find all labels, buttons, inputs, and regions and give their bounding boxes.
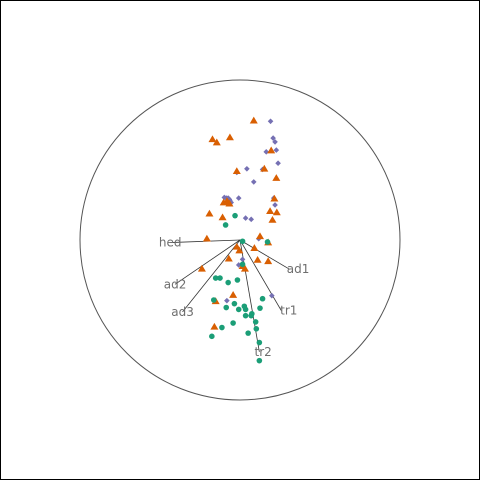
vector-label-hed: hed xyxy=(159,236,182,250)
vector-label-tr1: tr1 xyxy=(280,304,297,318)
point-orange-triangle-29 xyxy=(229,291,238,298)
vector-label-tr2: tr2 xyxy=(255,345,272,359)
point-orange-triangle-6 xyxy=(272,174,281,181)
point-green-circle-10 xyxy=(223,304,230,311)
vector-line-ad1 xyxy=(239,239,290,270)
point-orange-triangle-3 xyxy=(212,138,221,146)
point-green-circle-22 xyxy=(253,326,260,332)
point-orange-triangle-12 xyxy=(270,194,279,202)
point-green-circle-4 xyxy=(239,261,246,268)
point-orange-triangle-17 xyxy=(268,216,277,223)
point-orange-triangle-18 xyxy=(202,234,211,242)
point-green-circle-8 xyxy=(234,277,241,283)
point-green-circle-9 xyxy=(210,297,217,303)
point-green-circle-2 xyxy=(222,222,229,228)
point-green-circle-14 xyxy=(241,303,248,310)
point-green-circle-5 xyxy=(212,275,219,281)
point-green-circle-23 xyxy=(219,324,225,331)
point-orange-triangle-28 xyxy=(197,264,206,272)
point-green-circle-18 xyxy=(242,312,249,319)
point-green-circle-3 xyxy=(264,239,271,245)
point-purple-diamond-0 xyxy=(267,118,274,125)
point-purple-diamond-6 xyxy=(244,166,250,172)
point-orange-triangle-0 xyxy=(249,116,258,124)
point-green-circle-11 xyxy=(231,300,238,307)
point-orange-triangle-11 xyxy=(225,199,234,207)
point-purple-diamond-4 xyxy=(275,160,281,166)
point-green-circle-1 xyxy=(232,212,238,219)
vector-line-tr1 xyxy=(239,239,282,311)
point-purple-diamond-22 xyxy=(239,256,246,263)
point-green-circle-25 xyxy=(209,333,215,340)
vector-label-ad2: ad2 xyxy=(164,277,187,291)
point-orange-triangle-16 xyxy=(218,213,227,221)
point-purple-diamond-5 xyxy=(263,149,270,155)
point-orange-triangle-10 xyxy=(219,198,228,206)
data-points xyxy=(197,116,281,364)
point-green-circle-0 xyxy=(239,238,246,245)
vector-label-ad1: ad1 xyxy=(287,262,310,276)
correlation-circle xyxy=(79,79,401,401)
point-orange-triangle-4 xyxy=(267,146,276,154)
point-orange-triangle-2 xyxy=(208,135,217,143)
point-purple-diamond-8 xyxy=(250,179,257,185)
point-green-circle-19 xyxy=(249,310,255,317)
point-purple-diamond-25 xyxy=(269,292,275,299)
point-green-circle-21 xyxy=(230,320,236,326)
point-purple-diamond-16 xyxy=(235,195,242,201)
vector-labels: hed ad1 ad2 ad3 tr1 tr2 xyxy=(159,236,309,359)
point-green-circle-15 xyxy=(259,295,266,302)
point-orange-triangle-32 xyxy=(235,246,244,254)
point-orange-triangle-1 xyxy=(225,133,234,141)
point-orange-triangle-23 xyxy=(224,254,233,262)
point-green-circle-20 xyxy=(252,319,259,325)
point-purple-diamond-18 xyxy=(248,216,254,223)
point-purple-diamond-1 xyxy=(270,135,276,141)
point-purple-diamond-3 xyxy=(273,147,280,153)
point-orange-triangle-21 xyxy=(250,244,259,251)
point-purple-diamond-24 xyxy=(224,297,230,304)
point-green-circle-12 xyxy=(235,306,242,313)
point-green-circle-6 xyxy=(217,275,223,281)
point-orange-triangle-14 xyxy=(272,208,281,216)
point-purple-diamond-17 xyxy=(242,215,249,221)
point-orange-triangle-26 xyxy=(264,257,273,265)
point-purple-diamond-20 xyxy=(272,202,278,208)
point-orange-triangle-15 xyxy=(205,209,214,217)
point-green-circle-24 xyxy=(245,330,251,336)
point-green-circle-16 xyxy=(257,305,263,311)
point-orange-triangle-27 xyxy=(253,256,262,263)
vector-line-ad2 xyxy=(174,239,241,285)
point-orange-triangle-22 xyxy=(256,232,264,240)
point-orange-triangle-25 xyxy=(240,264,249,272)
point-purple-diamond-2 xyxy=(272,139,278,145)
point-green-circle-26 xyxy=(256,339,263,346)
vector-label-ad3: ad3 xyxy=(171,305,194,319)
point-green-circle-7 xyxy=(225,279,231,286)
point-green-circle-27 xyxy=(256,357,263,364)
point-orange-triangle-5 xyxy=(260,164,269,172)
point-orange-triangle-13 xyxy=(266,207,275,214)
point-orange-triangle-31 xyxy=(210,322,219,330)
vector-line-ad3 xyxy=(182,239,241,313)
point-orange-triangle-7 xyxy=(232,167,241,174)
